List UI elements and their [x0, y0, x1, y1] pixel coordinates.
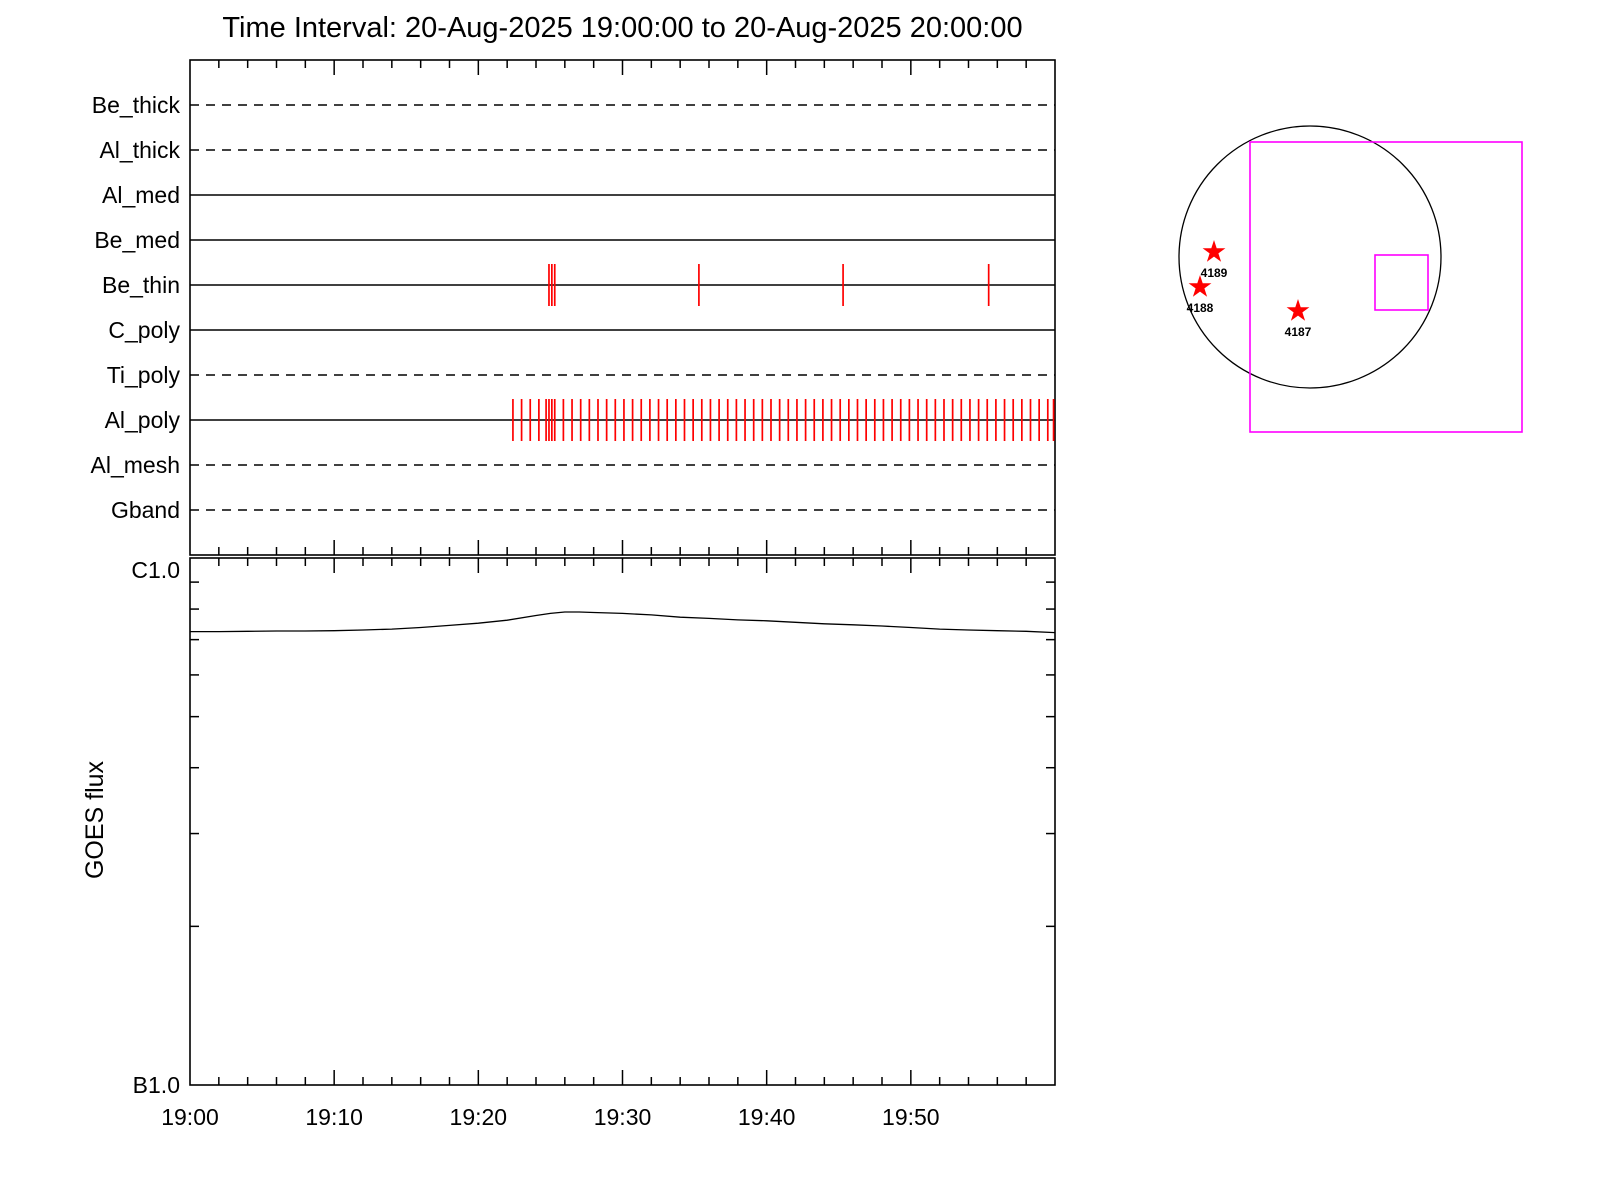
goes-x-tick-label-19:20: 19:20: [450, 1104, 508, 1130]
fov-box-2: [1374, 254, 1429, 311]
plot-title: Time Interval: 20-Aug-2025 19:00:00 to 2…: [222, 12, 1023, 44]
channel-label-Al_med: Al_med: [102, 182, 180, 208]
goes-flux-curve: [190, 611, 1056, 634]
channel-label-C_poly: C_poly: [108, 317, 180, 343]
solar-limb-circle: [1178, 125, 1442, 389]
channel-label-Al_mesh: Al_mesh: [91, 452, 180, 478]
active-region-marker-4187: [1286, 299, 1310, 321]
active-region-label-4187: 4187: [1285, 325, 1312, 339]
active-region-marker-4188: [1188, 275, 1212, 297]
channel-label-Al_thick: Al_thick: [99, 137, 180, 163]
active-region-marker-4189: [1202, 240, 1226, 262]
channel-label-Al_poly: Al_poly: [105, 407, 181, 433]
channel-label-Ti_poly: Ti_poly: [107, 362, 181, 388]
active-region-label-4189: 4189: [1201, 266, 1228, 280]
goes-x-tick-label-19:30: 19:30: [594, 1104, 652, 1130]
channel-label-Gband: Gband: [111, 497, 180, 523]
fov-box-1: [1249, 141, 1523, 433]
goes-y-top-label: C1.0: [131, 557, 180, 583]
active-region-label-4188: 4188: [1187, 301, 1214, 315]
goes-plot-box: [189, 557, 1056, 1086]
filter-timeline-panel: Be_thick Al_thick Al_med Be_med Be_thin C_pol…: [91, 59, 1056, 556]
goes-x-tick-label-19:50: 19:50: [882, 1104, 940, 1130]
goes-x-tick-label-19:40: 19:40: [738, 1104, 796, 1130]
goes-x-tick-label-19:00: 19:00: [161, 1104, 219, 1130]
channel-label-Be_thick: Be_thick: [92, 92, 181, 118]
goes-flux-panel: 19:00 19:10 19:20 19:30 19:40 19:50 C1.0 B1.0: [131, 557, 1056, 1130]
solar-disk-map: 4189 4188 4187: [1178, 125, 1523, 433]
channel-label-Be_med: Be_med: [94, 227, 180, 253]
goes-x-tick-label-19:10: 19:10: [305, 1104, 363, 1130]
goes-flux-axis-label: GOES flux: [81, 760, 109, 880]
channel-label-Be_thin: Be_thin: [102, 272, 180, 298]
timeline-plot-box: [189, 59, 1056, 556]
goes-y-bottom-label: B1.0: [133, 1072, 180, 1098]
